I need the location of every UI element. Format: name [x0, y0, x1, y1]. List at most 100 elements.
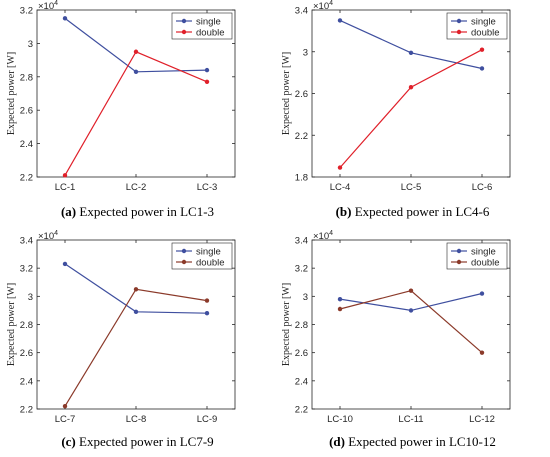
x-tick-label: LC-6	[472, 182, 493, 193]
y-tick-label: 3	[28, 39, 33, 50]
data-point-double	[408, 85, 414, 90]
chart-panel-b: 1.8 2.2 2.6 3 3.4 LC-4 LC-5 LC-6 ×104 Expected po…	[275, 0, 550, 228]
y-axis-label: Expected power [W]	[281, 283, 292, 366]
legend-label-single: single	[196, 17, 221, 28]
chart-panel-a: 2.2 2.4 2.6 2.8 3 3.2 LC-1 LC-2 LC-3 ×104 Expected…	[0, 0, 275, 228]
data-point-double	[62, 173, 68, 178]
data-point-single	[408, 50, 414, 55]
y-tick-label: 3.2	[295, 264, 308, 275]
data-point-single	[204, 311, 210, 316]
data-point-single	[133, 309, 139, 315]
data-point-double	[204, 298, 210, 303]
data-point-double	[337, 306, 343, 312]
y-tick-label: 3.2	[20, 264, 33, 275]
y-tick-label: 2.2	[20, 173, 33, 184]
y-tick-label: 2.4	[20, 139, 33, 150]
y-tick-label: 3.4	[295, 236, 308, 247]
data-point-double	[408, 288, 414, 293]
x-tick-label: LC-1	[55, 182, 76, 193]
exponent-label: ×104	[313, 230, 333, 242]
legend-marker-double	[456, 259, 462, 265]
caption-text: Expected power in LC10-12	[348, 434, 496, 449]
legend-label-single: single	[471, 17, 496, 28]
legend-label-single: single	[196, 247, 221, 258]
legend-box	[446, 242, 508, 270]
legend-box	[171, 12, 233, 40]
data-point-double	[337, 165, 343, 170]
legend-marker-single	[181, 18, 187, 24]
caption-text: Expected power in LC7-9	[79, 434, 214, 449]
caption-letter: (a)	[60, 204, 77, 219]
chart-panel-d: 2.2 2.4 2.6 2.8 3 3.2 3.4 LC-10 LC-11 LC-12 ×104 Ex…	[275, 228, 550, 456]
data-point-single	[408, 308, 414, 313]
caption-letter: (d)	[329, 434, 345, 449]
series-line-double	[339, 49, 483, 168]
y-tick-label: 2.2	[295, 405, 308, 416]
y-tick-label: 2.8	[20, 320, 33, 331]
y-tick-label: 2.2	[295, 131, 308, 142]
data-point-double	[479, 47, 485, 52]
legend-box	[171, 242, 233, 270]
chart-svg-d: 2.2 2.4 2.6 2.8 3 3.2 3.4 LC-10 LC-11 LC-12 ×104 Ex…	[281, 230, 511, 425]
x-tick-label: LC-4	[330, 182, 351, 193]
data-point-single	[337, 296, 343, 302]
caption-d: (d) Expected power in LC10-12	[275, 434, 550, 450]
x-tick-label: LC-3	[197, 182, 218, 193]
legend-label-double: double	[196, 28, 225, 39]
exponent-label: ×104	[38, 0, 58, 12]
y-tick-label: 3.4	[20, 236, 33, 247]
y-tick-label: 2.4	[295, 376, 308, 387]
x-tick-label: LC-7	[55, 414, 76, 425]
x-tick-label: LC-2	[126, 182, 147, 193]
data-point-single	[479, 66, 485, 71]
chart-panel-c: 2.2 2.4 2.6 2.8 3 3.2 3.4 LC-7 LC-8 LC-9 ×104 Expec…	[0, 228, 275, 456]
x-tick-label: LC-8	[126, 414, 147, 425]
x-tick-label: LC-12	[469, 414, 495, 425]
caption-a: (a) Expected power in LC1-3	[0, 204, 275, 220]
legend-box	[446, 12, 508, 40]
legend-marker-single	[456, 248, 462, 254]
chart-svg-a: 2.2 2.4 2.6 2.8 3 3.2 LC-1 LC-2 LC-3 ×104 Expected…	[6, 0, 236, 193]
y-tick-label: 2.4	[20, 376, 33, 387]
x-tick-label: LC-10	[327, 414, 353, 425]
data-point-double	[133, 49, 139, 54]
data-point-single	[479, 291, 485, 296]
y-axis-label: Expected power [W]	[281, 52, 292, 135]
data-point-double	[62, 403, 68, 409]
y-tick-label: 1.8	[295, 173, 308, 184]
y-tick-label: 3	[303, 47, 308, 58]
legend-marker-single	[181, 248, 187, 254]
x-tick-label: LC-5	[401, 182, 422, 193]
caption-text: Expected power in LC4-6	[354, 204, 490, 219]
y-tick-label: 3	[303, 292, 308, 303]
chart-svg-b: 1.8 2.2 2.6 3 3.4 LC-4 LC-5 LC-6 ×104 Expected po…	[281, 0, 511, 193]
data-point-double	[133, 287, 139, 292]
caption-text: Expected power in LC1-3	[79, 204, 215, 219]
y-tick-label: 2.8	[20, 72, 33, 83]
legend-label-double: double	[471, 258, 500, 269]
y-tick-label: 3.2	[20, 6, 33, 17]
data-point-double	[479, 350, 485, 355]
y-tick-label: 2.6	[20, 348, 33, 359]
series-line-double	[339, 290, 483, 354]
y-tick-label: 2.6	[295, 89, 308, 100]
caption-letter: (b)	[335, 204, 352, 219]
y-tick-label: 2.6	[295, 348, 308, 359]
legend-marker-single	[456, 18, 462, 24]
y-tick-label: 3.4	[295, 6, 308, 17]
x-tick-label: LC-9	[197, 414, 218, 425]
y-tick-label: 2.6	[20, 106, 33, 117]
y-axis-label: Expected power [W]	[6, 52, 17, 135]
data-point-single	[133, 69, 139, 74]
y-tick-label: 3	[28, 292, 33, 303]
x-tick-label: LC-11	[398, 414, 423, 425]
data-point-single	[62, 16, 68, 21]
legend-label-single: single	[471, 247, 496, 258]
legend-label-double: double	[471, 28, 500, 39]
caption-b: (b) Expected power in LC4-6	[275, 204, 550, 220]
y-tick-label: 2.8	[295, 320, 308, 331]
legend-marker-double	[181, 29, 187, 35]
legend-label-double: double	[196, 258, 225, 269]
data-point-single	[204, 67, 210, 73]
data-point-single	[62, 261, 68, 267]
